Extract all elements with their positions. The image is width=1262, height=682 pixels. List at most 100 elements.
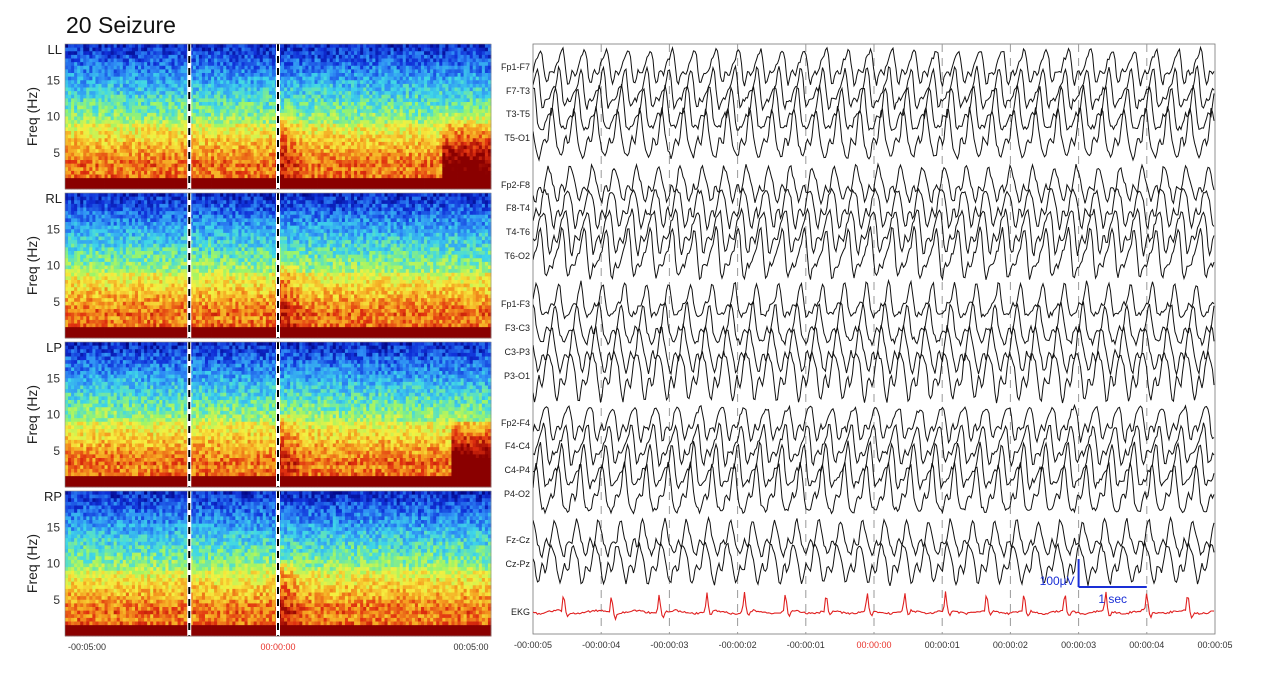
spectrogram-cell [144, 102, 147, 106]
spectrogram-cell [287, 138, 290, 142]
spectrogram-cell [296, 113, 299, 117]
spectrogram-cell [83, 98, 86, 102]
spectrogram-cell [235, 146, 238, 150]
spectrogram-cell [178, 66, 181, 70]
spectrogram-cell [245, 48, 248, 52]
spectrogram-cell [254, 95, 257, 99]
spectrogram-cell [372, 73, 375, 77]
spectrogram-cell [397, 124, 400, 128]
spectrogram-cell [108, 62, 111, 66]
spectrogram-cell [354, 171, 357, 175]
spectrogram-cell [360, 73, 363, 77]
spectrogram-cell [281, 127, 284, 131]
spectrogram-cell [108, 88, 111, 92]
spectrogram-cell [226, 138, 229, 142]
spectrogram-cell [208, 131, 211, 135]
spectrogram-cell [65, 106, 68, 110]
spectrogram-cell [71, 142, 74, 146]
spectrogram-cell [217, 80, 220, 84]
spectrogram-cell [150, 66, 153, 70]
spectrogram-cell [202, 124, 205, 128]
spectrogram-cell [68, 156, 71, 160]
spectrogram-cell [95, 135, 98, 139]
spectrogram-cell [281, 69, 284, 73]
spectrogram-cell [68, 113, 71, 117]
spectrogram-cell [336, 109, 339, 113]
spectrogram-cell [208, 88, 211, 92]
spectrogram-cell [105, 80, 108, 84]
spectrogram-cell [135, 44, 138, 48]
spectrogram-cell [238, 160, 241, 164]
spectrogram-cell [415, 77, 418, 81]
spectrogram-cell [427, 127, 430, 131]
spectrogram-cell [65, 69, 68, 73]
spectrogram-cell [102, 127, 105, 131]
spectrogram-cell [138, 146, 141, 150]
spectrogram-cell [238, 167, 241, 171]
spectrogram-cell [135, 149, 138, 153]
spectrogram-cell [357, 160, 360, 164]
spectrogram-cell [318, 80, 321, 84]
spectrogram-cell [202, 55, 205, 59]
spectrogram-cell [378, 171, 381, 175]
spectrogram-cell [427, 59, 430, 63]
spectrogram-cell [293, 142, 296, 146]
spectrogram-cell [381, 44, 384, 48]
spectrogram-cell [418, 95, 421, 99]
spectrogram-cell [427, 178, 430, 182]
spectrogram-cell [168, 120, 171, 124]
spectrogram-cell [102, 160, 105, 164]
spectrogram-cell [284, 77, 287, 81]
spectrogram-cell [89, 156, 92, 160]
spectrogram-cell [391, 51, 394, 55]
spectrogram-cell [138, 69, 141, 73]
spectrogram-cell [378, 59, 381, 63]
spectrogram-cell [394, 69, 397, 73]
spectrogram-cell [327, 77, 330, 81]
spectrogram-cell [296, 156, 299, 160]
spectrogram-cell [400, 142, 403, 146]
spectrogram-cell [65, 175, 68, 179]
spectrogram-cell [111, 80, 114, 84]
spectrogram-cell [388, 62, 391, 66]
spectrogram-cell [232, 167, 235, 171]
spectrogram-cell [68, 117, 71, 121]
spectrogram-cell [415, 59, 418, 63]
spectrogram-cell [284, 51, 287, 55]
spectrogram-cell [296, 84, 299, 88]
spectrogram-cell [193, 102, 196, 106]
spectrogram-cell [156, 182, 159, 186]
spectrogram-cell [165, 167, 168, 171]
spectrogram-cell [159, 127, 162, 131]
spectrogram-cell [357, 124, 360, 128]
spectrogram-cell [232, 69, 235, 73]
spectrogram-cell [311, 84, 314, 88]
spectrogram-cell [132, 178, 135, 182]
spectrogram-cell [257, 113, 260, 117]
spectrogram-cell [409, 48, 412, 52]
spectrogram-cell [305, 62, 308, 66]
spectrogram-cell [95, 44, 98, 48]
spectrogram-cell [251, 84, 254, 88]
spectrogram-cell [165, 106, 168, 110]
spectrogram-cell [318, 146, 321, 150]
spectrogram-cell [315, 109, 318, 113]
spectrogram-cell [321, 124, 324, 128]
spectrogram-cell [156, 51, 159, 55]
spectrogram-cell [375, 44, 378, 48]
spectrogram-cell [80, 120, 83, 124]
spectrogram-cell [117, 80, 120, 84]
spectrogram-cell [311, 156, 314, 160]
spectrogram-cell [296, 131, 299, 135]
spectrogram-cell [318, 55, 321, 59]
spectrogram-cell [159, 62, 162, 66]
spectrogram-cell [135, 95, 138, 99]
spectrogram-cell [290, 59, 293, 63]
spectrogram-cell [181, 135, 184, 139]
spectrogram-cell [342, 164, 345, 168]
spectrogram-cell [272, 182, 275, 186]
spectrogram-cell [68, 171, 71, 175]
spectrogram-cell [345, 160, 348, 164]
spectrogram-cell [372, 48, 375, 52]
spectrogram-cell [260, 171, 263, 175]
